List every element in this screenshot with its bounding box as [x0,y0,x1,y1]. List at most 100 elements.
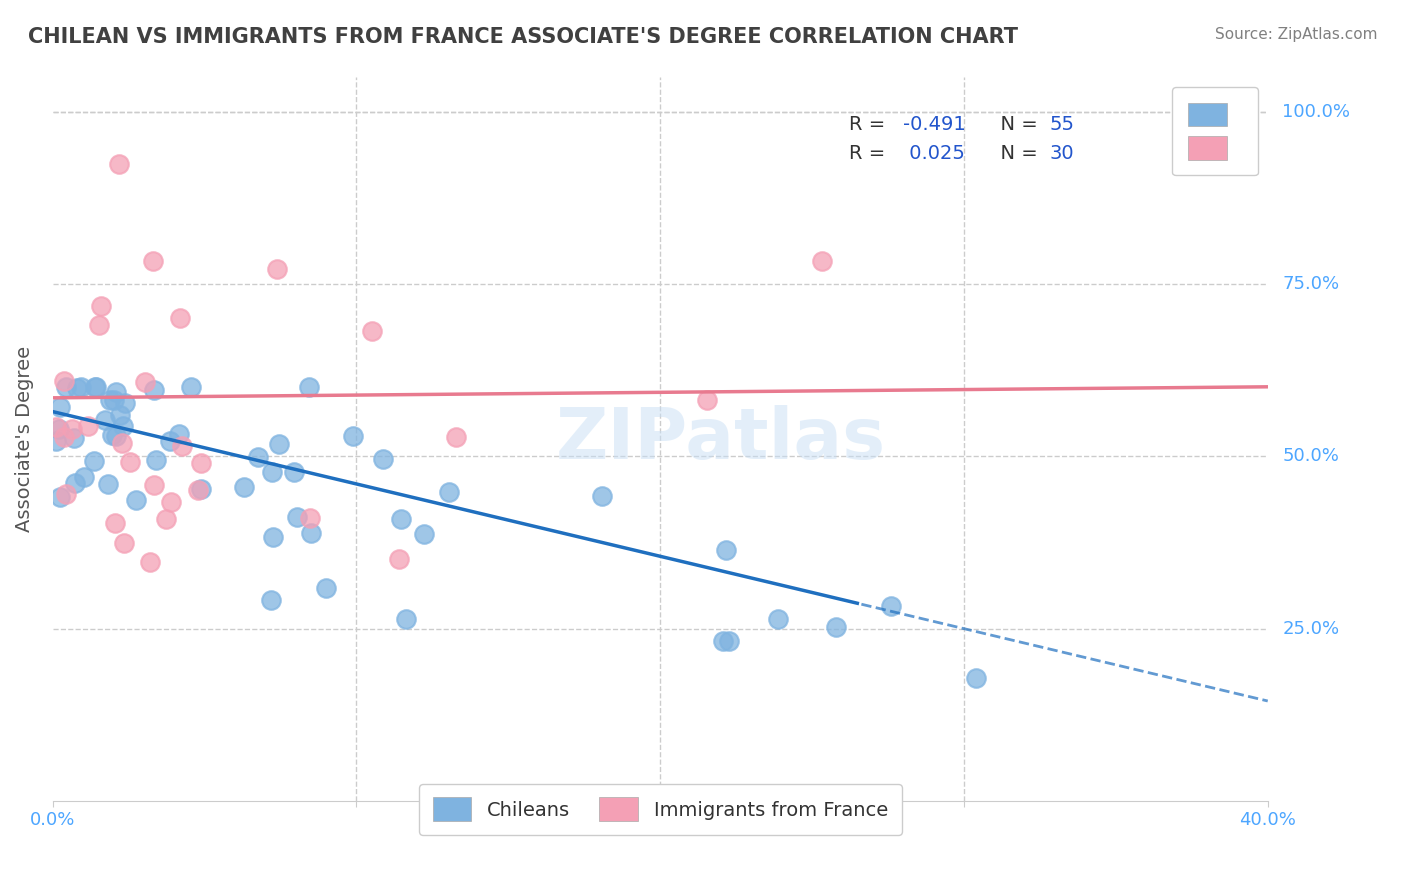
Point [768,611,790,625]
Point [112,535,135,549]
Point [110,408,132,422]
Text: N =: N = [988,115,1045,134]
Point [285,510,308,524]
Point [167,427,190,442]
Point [77,418,100,433]
Point [114,396,136,410]
Point [395,612,418,626]
Point [170,439,193,453]
Point [299,525,322,540]
Point [880,599,903,613]
Point [83,454,105,468]
Point [439,485,461,500]
Text: R =: R = [849,144,891,163]
Point [55,487,77,501]
Point [142,383,165,397]
Point [260,465,283,479]
Point [180,380,202,394]
Point [111,435,134,450]
Point [361,324,384,338]
Point [48,422,70,436]
Point [53,375,76,389]
Point [266,261,288,276]
Text: -0.491: -0.491 [903,115,966,134]
Point [717,633,740,648]
Point [446,430,468,444]
Point [716,542,738,557]
Point [134,376,156,390]
Text: 55: 55 [1049,115,1074,134]
Point [49,400,72,414]
Point [45,434,67,448]
Point [104,516,127,531]
Point [262,530,284,544]
Point [315,581,337,595]
Point [388,552,411,566]
Point [101,428,124,442]
Point [90,299,112,313]
Point [190,456,212,470]
Point [142,478,165,492]
Point [413,527,436,541]
Point [187,483,209,498]
Text: 50.0%: 50.0% [1282,448,1339,466]
Point [73,470,96,484]
Point [159,434,181,448]
Y-axis label: Associate's Degree: Associate's Degree [15,346,34,533]
Point [103,392,125,407]
Point [825,620,848,634]
Point [62,431,84,445]
Point [65,381,87,395]
Point [260,592,283,607]
Text: Source: ZipAtlas.com: Source: ZipAtlas.com [1215,27,1378,42]
Point [94,413,117,427]
Text: 25.0%: 25.0% [1282,620,1340,638]
Point [298,380,321,394]
Point [169,310,191,325]
Point [160,495,183,509]
Point [48,490,70,504]
Point [267,437,290,451]
Point [84,380,107,394]
Point [373,452,395,467]
Point [389,511,412,525]
Point [283,466,305,480]
Point [696,393,718,408]
Text: CHILEAN VS IMMIGRANTS FROM FRANCE ASSOCIATE'S DEGREE CORRELATION CHART: CHILEAN VS IMMIGRANTS FROM FRANCE ASSOCI… [28,27,1018,46]
Point [298,511,321,525]
Point [97,477,120,491]
Text: R =: R = [849,115,891,134]
Point [138,555,160,569]
Point [142,254,165,268]
Point [55,380,77,394]
Point [105,384,128,399]
Point [60,422,83,436]
Point [108,157,131,171]
Point [145,453,167,467]
Point [247,450,270,464]
Legend: Chileans, Immigrants from France: Chileans, Immigrants from France [419,784,901,835]
Point [104,428,127,442]
Text: 30: 30 [1049,144,1074,163]
Point [45,420,67,434]
Text: 100.0%: 100.0% [1282,103,1350,121]
Point [190,482,212,496]
Point [118,455,141,469]
Point [811,254,834,268]
Point [233,480,256,494]
Point [87,318,110,332]
Text: ZIPatlas: ZIPatlas [555,405,886,474]
Point [63,476,86,491]
Text: N =: N = [988,144,1045,163]
Point [155,512,177,526]
Point [112,418,135,433]
Point [52,430,75,444]
Text: 0.025: 0.025 [903,144,965,163]
Point [86,380,108,394]
Point [98,393,121,408]
Point [591,489,613,503]
Point [711,633,734,648]
Point [965,671,987,685]
Text: 75.0%: 75.0% [1282,275,1340,293]
Point [70,380,93,394]
